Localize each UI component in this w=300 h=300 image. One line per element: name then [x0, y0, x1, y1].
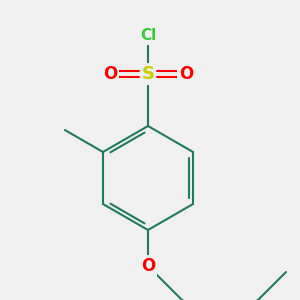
Text: S: S [142, 65, 154, 83]
Text: O: O [103, 65, 117, 83]
Text: O: O [179, 65, 193, 83]
Text: Cl: Cl [140, 28, 156, 44]
Text: O: O [141, 257, 155, 275]
